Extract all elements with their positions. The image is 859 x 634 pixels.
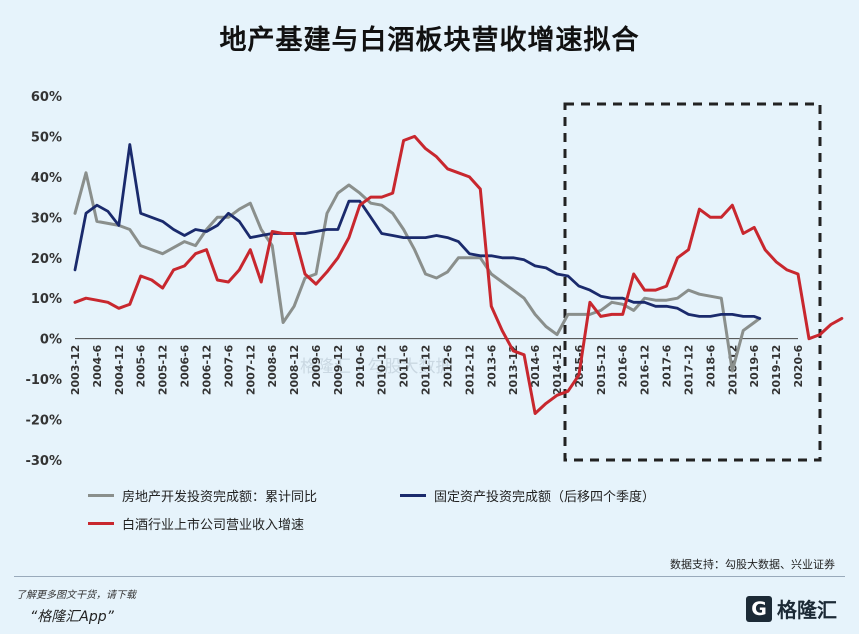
y-tick-label: 60% [31,90,62,105]
x-tick-label: 2013-12 [507,345,520,396]
series-layer [73,134,844,415]
series-line-1 [73,171,762,373]
x-tick-label: 2005-6 [135,344,148,387]
x-tick-label: 2009-6 [310,344,323,387]
x-tick-label: 2012-6 [441,344,454,387]
x-tick-label: 2007-12 [244,345,257,396]
y-tick-label: 50% [31,130,62,145]
footer-divider [14,576,845,577]
x-tick-label: 2014-12 [551,345,564,396]
x-tick-label: 2017-6 [661,344,674,387]
y-tick-label: 10% [31,292,62,307]
x-tick-label: 2020-6 [792,344,805,387]
chart-title: 地产基建与白酒板块营收增速拟合 [219,25,640,56]
legend-label-baijiu: 白酒行业上市公司营业收入增速 [122,518,305,533]
footer-download-note: 了解更多图文干货，请下载 [16,590,136,601]
axes-layer: 60% 50% 40% 30% 20% 10% 0% -10% -20% -30% 2003-12 2… [25,90,805,469]
x-tick-label: 2005-12 [157,345,170,396]
y-tick-label: 20% [31,252,62,267]
x-tick-label: 2017-12 [682,345,695,396]
x-tick-label: 2015-12 [595,345,608,396]
y-tick-label: 40% [31,171,62,186]
x-tick-label: 2018-6 [704,344,717,387]
x-tick-label: 2016-6 [617,344,630,387]
x-tick-label: 2008-6 [266,344,279,387]
brand-name: 格隆汇 [777,598,837,622]
legend-label-fixed-investment: 固定资产投资完成额（后移四个季度） [434,490,656,505]
x-tick-label: 2007-6 [222,344,235,387]
x-tick-label: 2016-12 [639,345,652,396]
legend-swatch-baijiu [88,522,114,525]
x-tick-label: 2013-6 [485,344,498,387]
x-tick-label: 2019-12 [770,345,783,396]
x-tick-label: 2004-6 [91,344,104,387]
highlight-box [563,102,822,462]
legend-swatch-fixed-investment [400,494,426,497]
x-tick-label: 2003-12 [69,345,82,396]
legend-item-fixed-investment: 固定资产投资完成额（后移四个季度） [400,486,655,505]
x-tick-label: 2019-6 [748,344,761,387]
footer-app-name: “格隆汇App” [30,609,114,625]
x-tick-label: 2006-6 [179,344,192,387]
x-tick-label: 2014-6 [529,344,542,387]
x-tick-label: 2010-6 [354,344,367,387]
x-tick-label: 2008-12 [288,345,301,396]
y-tick-label: -20% [25,414,62,429]
legend-label-real-estate: 房地产开发投资完成额：累计同比 [122,490,318,505]
legend-swatch-real-estate [88,494,114,497]
y-tick-label: 0% [40,333,62,348]
y-tick-label: -30% [25,454,62,469]
source-note: 数据支持：勾股大数据、兴业证券 [670,558,835,571]
y-tick-label: -10% [25,373,62,388]
watermark-text: 格隆汇 | 勾股大数据 [300,357,453,377]
legend-item-baijiu: 白酒行业上市公司营业收入增速 [88,514,304,533]
legend-item-real-estate: 房地产开发投资完成额：累计同比 [88,486,317,505]
brand-g-icon: G [746,595,772,622]
x-tick-label: 2010-12 [376,345,389,396]
x-tick-label: 2012-12 [463,345,476,396]
highlight-layer [563,102,822,462]
y-tick-label: 30% [31,211,62,226]
x-tick-label: 2006-12 [200,345,213,396]
x-tick-label: 2011-12 [420,345,433,396]
line-chart: 60% 50% 40% 30% 20% 10% 0% -10% -20% -30% 2003-12 2… [25,90,844,469]
x-tick-label: 2004-12 [113,345,126,396]
series-line-2 [73,143,762,320]
x-tick-label: 2009-12 [332,345,345,396]
series-line-3 [73,134,844,415]
x-tick-label: 2011-6 [398,344,411,387]
brand-logo: G 格隆汇 [746,594,837,623]
